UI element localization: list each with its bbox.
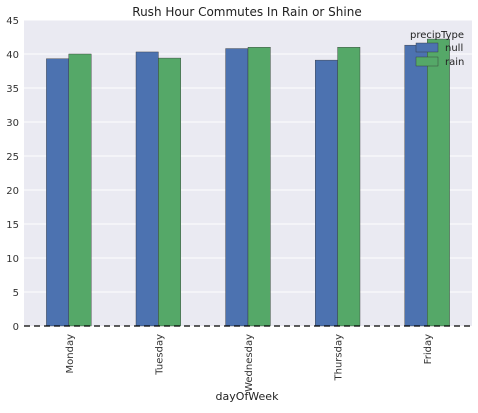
x-tick-label: Friday: [423, 334, 434, 364]
legend-label-null: null: [445, 43, 463, 54]
bar-null-friday: [404, 44, 428, 327]
bar-rain-monday: [68, 53, 92, 327]
y-tick-label: 30: [6, 118, 19, 129]
legend: precipType null rain: [410, 30, 464, 68]
x-axis-ticks: Monday Tuesday Wednesday Thursday Friday: [65, 334, 434, 392]
bar-null-wednesday: [225, 48, 249, 327]
bar-rain-tuesday: [158, 57, 181, 327]
bar-null-tuesday: [135, 51, 159, 327]
x-tick-label: Tuesday: [154, 334, 165, 376]
y-tick-label: 10: [6, 254, 19, 265]
y-tick-label: 20: [6, 186, 19, 197]
y-tick-label: 45: [6, 16, 19, 27]
x-tick-label: Thursday: [334, 334, 345, 382]
legend-label-rain: rain: [445, 57, 464, 68]
chart-title: Rush Hour Commutes In Rain or Shine: [132, 5, 361, 19]
y-axis-ticks: 0 5 10 15 20 25 30 35 40 45: [6, 16, 19, 333]
y-tick-label: 5: [13, 288, 19, 299]
y-tick-label: 25: [6, 152, 19, 163]
y-tick-label: 0: [13, 322, 19, 333]
legend-swatch-rain: [415, 56, 439, 67]
y-tick-label: 35: [6, 84, 19, 95]
bar-null-monday: [46, 58, 70, 327]
bars: [46, 38, 450, 327]
y-tick-label: 40: [6, 50, 19, 61]
x-tick-label: Monday: [65, 334, 76, 374]
bar-rain-thursday: [337, 47, 361, 327]
x-axis-label: dayOfWeek: [216, 390, 280, 403]
bar-rain-wednesday: [247, 47, 271, 327]
bar-null-thursday: [315, 59, 338, 327]
legend-swatch-null: [415, 42, 439, 53]
y-tick-label: 15: [6, 220, 19, 231]
bar-rain-friday: [427, 38, 450, 327]
legend-title: precipType: [410, 30, 464, 41]
x-tick-label: Wednesday: [244, 334, 255, 392]
